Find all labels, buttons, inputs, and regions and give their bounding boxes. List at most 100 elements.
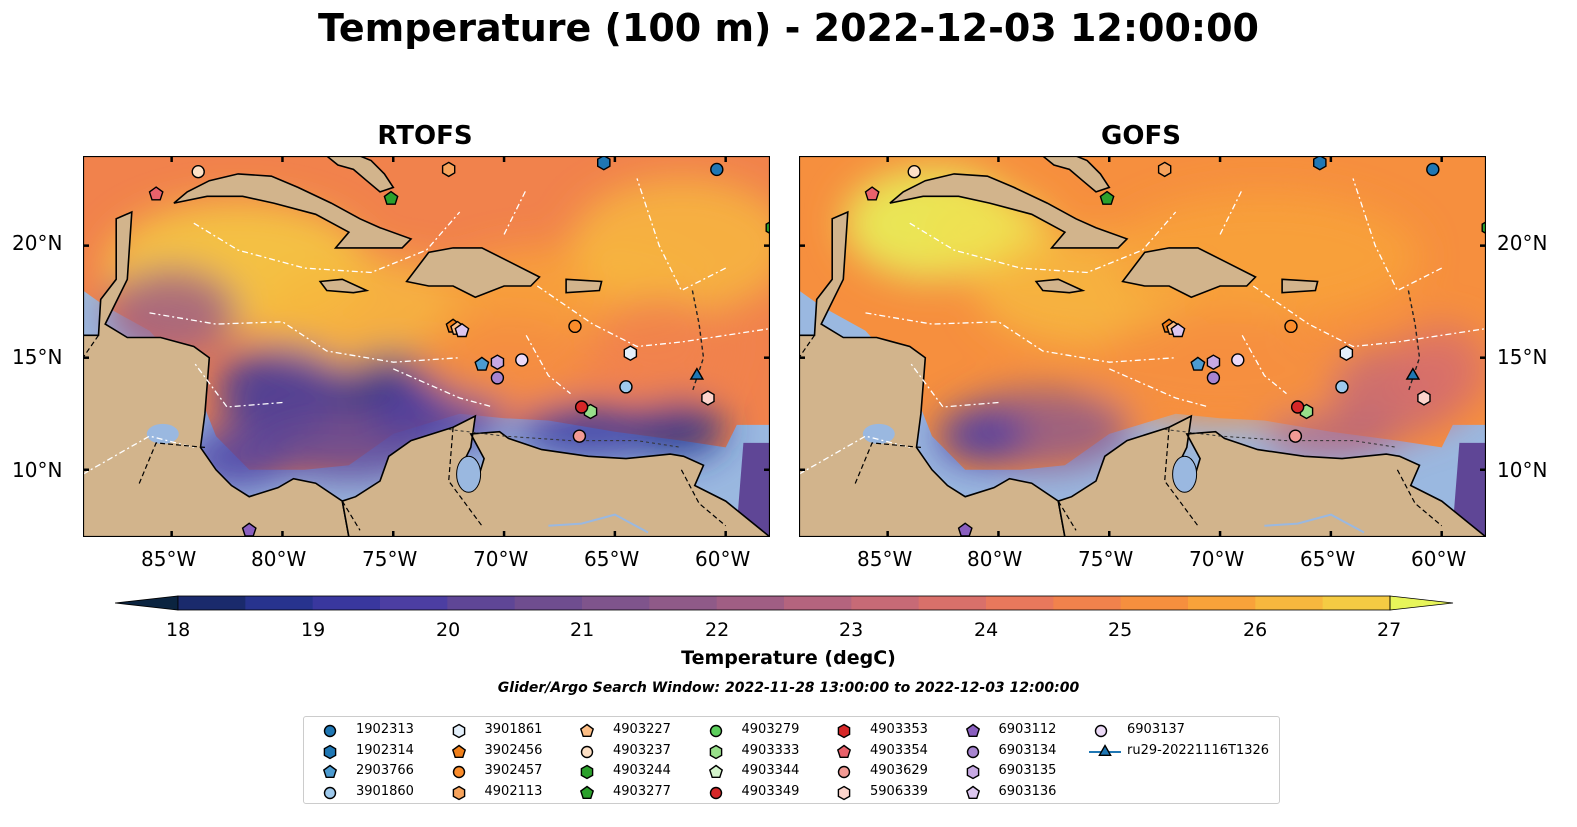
colorbar-tick-24: 24 xyxy=(974,619,999,641)
rtofs-land-jamaica xyxy=(318,278,370,294)
gofs-land-hispaniola xyxy=(1121,247,1257,299)
legend: 1902313 1902314 2903766 3901860 3901861 39024… xyxy=(303,716,1280,804)
gofs-marker-3902457 xyxy=(1284,319,1298,334)
legend-symbol xyxy=(451,744,466,758)
figure-title: Temperature (100 m) - 2022-12-03 12:00:0… xyxy=(317,6,1259,50)
gofs-temp-anomaly-9 xyxy=(1392,324,1486,414)
colorbar-segment-14 xyxy=(1120,596,1189,610)
rtofs-marker-4902113 xyxy=(441,161,456,178)
legend-marker-hexagon xyxy=(452,723,465,739)
lon-tick-70w-right: 70°W xyxy=(1189,547,1245,571)
rtofs-eez-line-0 xyxy=(149,312,460,363)
legend-label: 6903137 xyxy=(1127,722,1185,737)
legend-marker-circle xyxy=(709,724,722,738)
legend-label: 1902314 xyxy=(356,742,414,758)
lon-tick-85w-left: 85°W xyxy=(141,547,197,571)
rtofs-border-4 xyxy=(83,334,99,359)
colorbar-segment-8 xyxy=(716,596,785,610)
colorbar-tick-22: 22 xyxy=(705,619,730,641)
legend-label: 4903344 xyxy=(741,763,800,778)
legend-label: 4902113 xyxy=(484,783,543,799)
colorbar-segment-9 xyxy=(784,596,852,610)
colorbar-segment-2 xyxy=(312,596,381,610)
rtofs-marker-ru29-20221116T1326 xyxy=(689,367,705,380)
legend-marker-pentagon xyxy=(322,764,338,779)
rtofs-land-hispaniola xyxy=(405,247,541,299)
rtofs-contour-1000 xyxy=(448,428,682,448)
legend-marker-pentagon xyxy=(965,785,980,799)
rtofs-lake-nicaragua xyxy=(146,423,179,444)
rtofs-temp-anomaly-3 xyxy=(570,178,770,313)
legend-label: 2903766 xyxy=(356,763,414,778)
legend-label: 4903237 xyxy=(613,742,671,758)
gofs-river xyxy=(1264,513,1365,534)
gofs-border-3 xyxy=(853,442,921,486)
legend-marker-hexagon xyxy=(966,764,979,780)
rtofs-temp-anomaly-4 xyxy=(215,346,349,437)
legend-symbol xyxy=(579,723,595,738)
lat-tick-15n-left: 15°N xyxy=(12,345,63,369)
colorbar-tick-27: 27 xyxy=(1377,619,1402,641)
rtofs-marker-3901860 xyxy=(619,380,633,394)
gofs-marker-5906339 xyxy=(1417,390,1431,406)
rtofs-border-2 xyxy=(680,469,727,527)
lon-tick-75w-left: 75°W xyxy=(362,547,418,571)
rtofs-eez-line-4 xyxy=(536,285,770,348)
legend-marker-circle xyxy=(452,765,465,779)
colorbar-segment-15 xyxy=(1188,596,1256,610)
panel-title-gofs: GOFS xyxy=(1101,121,1181,151)
legend-label: 3901860 xyxy=(356,783,414,799)
rtofs-eez-line-7 xyxy=(503,189,527,235)
gofs-frame xyxy=(799,156,1486,537)
legend-label: 4903333 xyxy=(741,742,800,758)
rtofs-marker-4903349 xyxy=(574,400,589,414)
rtofs-eez-line-6 xyxy=(636,178,726,292)
colorbar-segment-3 xyxy=(380,596,448,610)
colorbar-segment-0 xyxy=(178,596,246,610)
legend-symbol xyxy=(965,785,980,799)
legend-label: 3902457 xyxy=(484,763,543,778)
legend-symbol xyxy=(323,744,337,759)
legend-symbol xyxy=(709,786,722,799)
colorbar-segment-5 xyxy=(514,596,583,610)
rtofs-border-3 xyxy=(137,442,205,486)
legend-symbol xyxy=(452,765,465,779)
gofs-marker-1902313 xyxy=(1426,162,1440,177)
legend-symbol xyxy=(322,764,338,779)
legend-symbol xyxy=(837,765,851,779)
legend-marker-pentagon xyxy=(708,764,723,779)
legend-symbol xyxy=(452,785,465,800)
lat-tick-20n-right: 20°N xyxy=(1497,231,1548,255)
legend-symbol xyxy=(709,744,722,759)
legend-marker-circle xyxy=(837,765,851,779)
rtofs-border-0 xyxy=(341,500,361,531)
legend-marker-hexagon xyxy=(709,744,722,759)
gofs-marker-3901861 xyxy=(1339,345,1354,362)
legend-symbol xyxy=(837,723,851,739)
gofs-marker-2903766 xyxy=(1190,356,1206,371)
colorbar-segment-13 xyxy=(1053,596,1122,610)
gofs-eez-line-3 xyxy=(1241,334,1287,395)
colorbar-tick-25: 25 xyxy=(1108,619,1133,641)
legend-symbol xyxy=(580,764,594,780)
gofs-land-jamaica xyxy=(1034,278,1086,294)
gofs-eez-line-8 xyxy=(799,435,910,475)
rtofs-eez-line-5 xyxy=(193,361,283,408)
legend-marker-circle xyxy=(709,786,722,799)
legend-label: 5906339 xyxy=(870,783,928,799)
colorbar-label: Temperature (degC) xyxy=(681,647,896,669)
gofs-contour-1000 xyxy=(1164,428,1398,448)
gofs-land-puerto-rico xyxy=(1281,278,1319,294)
legend-marker-hexagon xyxy=(452,785,465,800)
gofs-temp-anomaly-8 xyxy=(1264,413,1398,459)
gofs-eez-line-0 xyxy=(865,312,1176,363)
legend-symbol xyxy=(965,723,980,738)
gofs-marker-1902314 xyxy=(1313,156,1327,171)
legend-symbol xyxy=(323,724,337,738)
legend-label: 1902313 xyxy=(356,722,414,737)
colorbar-segment-17 xyxy=(1322,596,1391,610)
colorbar-outline xyxy=(177,595,1391,611)
rtofs-land-south-america xyxy=(341,414,770,537)
search-window-text: Glider/Argo Search Window: 2022-11-28 13… xyxy=(497,680,1080,696)
gofs-land-south-america xyxy=(1057,414,1486,537)
